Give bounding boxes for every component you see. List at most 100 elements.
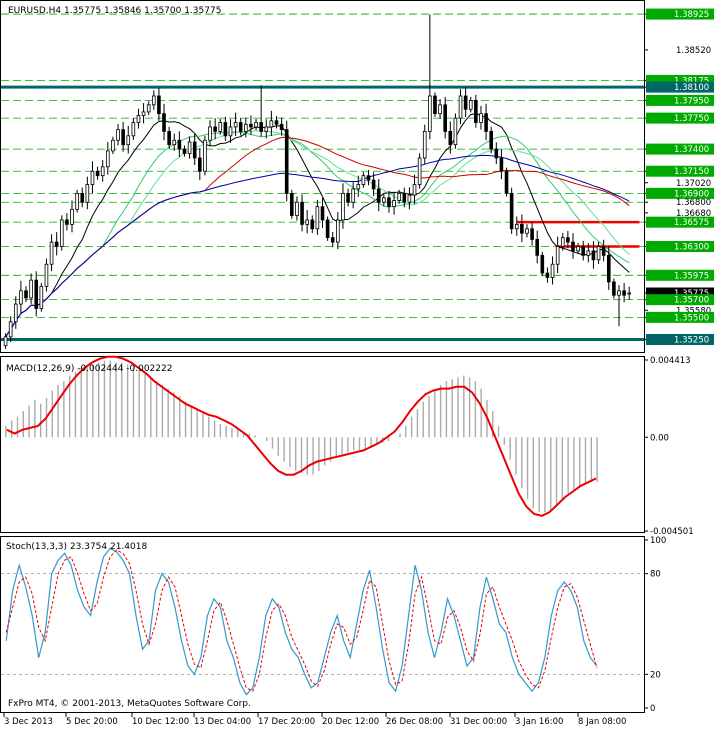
candle-body	[259, 122, 263, 132]
price-label: 1.36300	[674, 243, 709, 253]
stoch-tick-label: 100	[650, 536, 666, 546]
candle-body	[284, 129, 289, 194]
candle-body	[622, 290, 626, 296]
candle-body	[90, 170, 95, 185]
copyright-label: FxPro MT4, © 2001-2013, MetaQuotes Softw…	[8, 699, 251, 709]
time-tick-label: 20 Dec 12:00	[322, 717, 379, 727]
price-label: 1.35700	[674, 296, 709, 306]
candle-body	[8, 321, 13, 338]
candle-body	[397, 192, 401, 201]
candle-body	[19, 290, 23, 305]
time-tick-label: 8 Jan 08:00	[578, 717, 626, 727]
price-label: 1.35250	[674, 335, 709, 345]
candle-body	[361, 175, 366, 185]
candle-body	[13, 303, 18, 323]
price-label: 1.37950	[674, 96, 709, 106]
candle-body	[606, 254, 611, 283]
candle-body	[581, 246, 586, 256]
macd-tick-label: -0.004501	[650, 527, 694, 537]
candle-body	[203, 139, 207, 172]
time-tick-label: 17 Dec 20:00	[258, 717, 315, 727]
macd-tick-label: 0.00	[650, 433, 669, 443]
candle-body	[100, 166, 105, 177]
candles-group	[3, 14, 632, 349]
candle-body	[151, 95, 156, 106]
candle-body	[157, 95, 161, 115]
candle-body	[540, 254, 545, 274]
macd-title: MACD(12,26,9) -0.002444 -0.002222	[6, 364, 172, 374]
price-label-box	[646, 143, 714, 155]
macd-pane-frame	[0, 356, 645, 533]
price-label: 1.35500	[674, 313, 709, 323]
candle-body	[54, 241, 59, 247]
price-label: 1.36900	[674, 189, 709, 199]
candle-body	[80, 192, 85, 203]
candle-body	[494, 148, 499, 159]
candle-body	[233, 122, 238, 128]
candle-body	[627, 292, 632, 295]
candle-body	[417, 157, 422, 185]
candle-body	[341, 192, 345, 221]
candle-body	[509, 192, 514, 230]
price-label: 1.38925	[674, 10, 709, 20]
stoch-title: Stoch(13,3,3) 23.3754 21.4018	[6, 542, 147, 552]
price-label: 1.37150	[674, 167, 709, 177]
price-label-box	[646, 94, 714, 106]
candle-body	[192, 141, 197, 159]
candle-body	[300, 201, 304, 225]
candle-body	[39, 285, 44, 309]
time-tick-label: 13 Dec 04:00	[194, 717, 251, 727]
candle-body	[591, 250, 596, 261]
candle-body	[95, 170, 100, 177]
candle-body	[264, 126, 269, 132]
price-label: 1.38100	[674, 83, 709, 93]
stoch-main-line	[5, 547, 598, 696]
price-label-box	[646, 187, 714, 199]
price-label: 1.37020	[676, 179, 711, 189]
candle-body	[249, 123, 253, 128]
candle-body	[223, 122, 228, 137]
candle-body	[371, 179, 376, 190]
price-label-box	[646, 311, 714, 323]
candle-body	[336, 219, 340, 243]
candle-body	[468, 100, 473, 110]
price-label-box	[646, 81, 714, 93]
macd-signal-line	[6, 355, 597, 517]
candle-body	[576, 246, 580, 252]
main-chart-title: EURUSD,H4 1.35775 1.35846 1.35700 1.3577…	[8, 6, 221, 16]
price-label: 1.38520	[676, 46, 711, 56]
candle-body	[392, 200, 396, 208]
candle-body	[428, 95, 432, 132]
candle-body	[596, 246, 601, 261]
price-label-box	[646, 269, 714, 281]
candle-body	[571, 241, 575, 252]
candle-body	[167, 130, 171, 146]
candle-body	[295, 201, 299, 216]
candle-body	[617, 290, 621, 296]
time-axis: 3 Dec 2013 5 Dec 20:00 10 Dec 12:00 13 Dec …	[3, 713, 626, 727]
candle-body	[387, 197, 391, 208]
candle-body	[244, 123, 248, 132]
macd-axis: 0.004413 0.00 -0.004501	[644, 356, 694, 537]
stoch-signal-line	[5, 549, 598, 692]
candle-body	[412, 184, 417, 196]
candle-body	[70, 208, 74, 225]
candle-body	[433, 95, 437, 115]
candle-body	[116, 129, 120, 141]
candle-body	[65, 219, 69, 225]
candle-body	[228, 126, 233, 137]
candle-body	[407, 194, 412, 203]
current-price-box	[646, 287, 714, 299]
candle-body	[525, 228, 529, 234]
stoch-lines	[1, 547, 644, 696]
candle-body	[29, 279, 33, 299]
candle-body	[310, 219, 315, 230]
price-label: 1.38175	[674, 76, 709, 86]
candle-body	[463, 95, 468, 110]
candle-body	[49, 241, 54, 265]
candle-body	[182, 148, 187, 154]
price-label-box	[646, 241, 714, 253]
stoch-tick-label: 80	[650, 570, 661, 580]
candle-body	[141, 111, 146, 116]
